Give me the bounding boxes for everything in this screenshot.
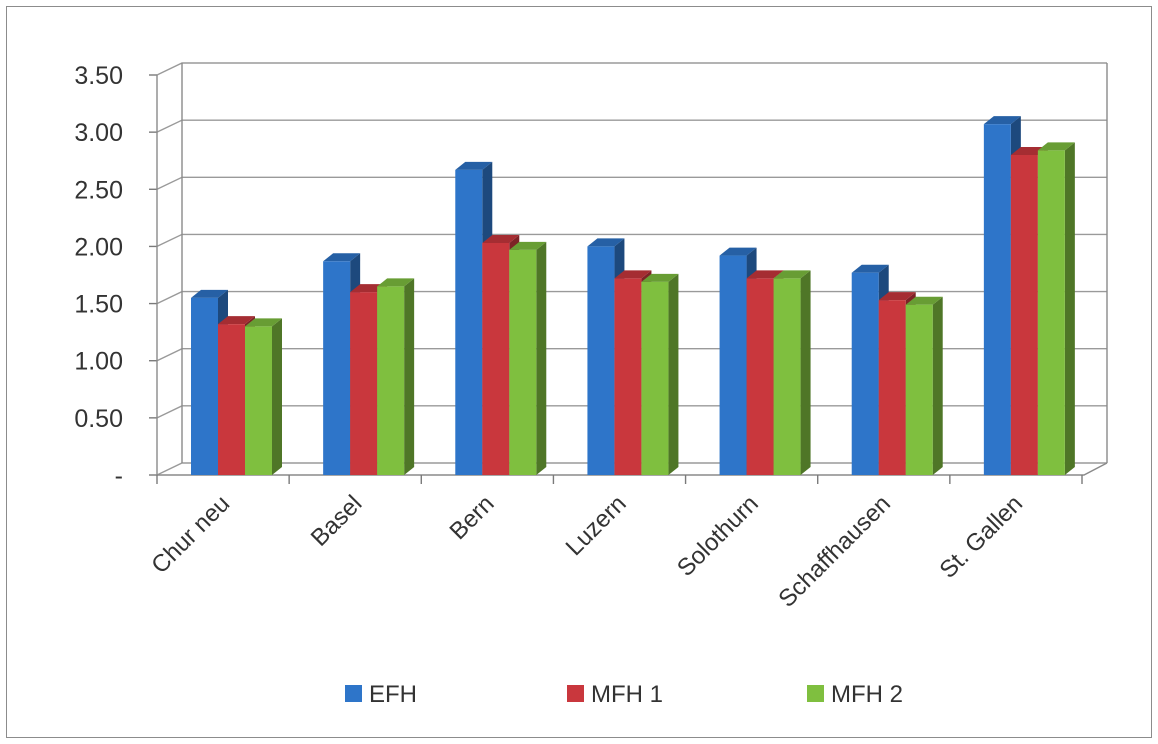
bar — [641, 273, 679, 475]
bar — [377, 278, 415, 475]
bar — [245, 318, 282, 475]
x-category-label: Solothurn — [672, 490, 764, 582]
y-axis-wall — [156, 63, 183, 475]
legend-label: MFH 2 — [831, 681, 903, 708]
bar — [773, 270, 811, 475]
legend: EFH MFH 1 MFH 2 — [345, 681, 903, 708]
bar — [509, 241, 547, 475]
y-tick-label: 3.00 — [74, 119, 123, 147]
gridline — [156, 119, 1107, 133]
y-tick-label: 1.00 — [74, 348, 123, 376]
y-tick-label: - — [115, 462, 123, 490]
gridline — [156, 176, 1107, 190]
y-tick-label: 2.00 — [74, 233, 123, 261]
gridline — [156, 233, 1107, 248]
bar — [1037, 142, 1075, 475]
legend-item: MFH 1 — [567, 681, 663, 708]
legend-item: EFH — [345, 681, 417, 708]
x-category-label: Chur neu — [146, 490, 235, 579]
y-tick-label: 1.50 — [74, 291, 123, 319]
y-tick-label: 0.50 — [74, 405, 123, 433]
y-tick-label: 3.50 — [74, 62, 123, 90]
legend-swatch — [567, 685, 584, 702]
x-category-label: St. Gallen — [934, 490, 1028, 584]
x-category-label: Schaffhausen — [773, 490, 896, 613]
bar — [905, 296, 943, 475]
legend-label: EFH — [369, 681, 417, 708]
legend-swatch — [345, 685, 362, 702]
x-category-label: Basel — [306, 490, 368, 552]
y-tick-label: 2.50 — [74, 176, 123, 204]
legend-label: MFH 1 — [591, 681, 663, 708]
legend-item: MFH 2 — [807, 681, 903, 708]
gridline — [156, 62, 1107, 76]
x-category-label: Bern — [445, 490, 500, 545]
chart-frame: - 0.50 1.00 1.50 2.00 2.50 3.00 3.50 Chur neu Bas… — [6, 6, 1152, 738]
chart-svg: - 0.50 1.00 1.50 2.00 2.50 3.00 3.50 Chur neu Bas… — [74, 62, 1108, 708]
legend-swatch — [807, 685, 824, 702]
bars — [191, 116, 1075, 476]
x-category-label: Luzern — [561, 490, 632, 561]
